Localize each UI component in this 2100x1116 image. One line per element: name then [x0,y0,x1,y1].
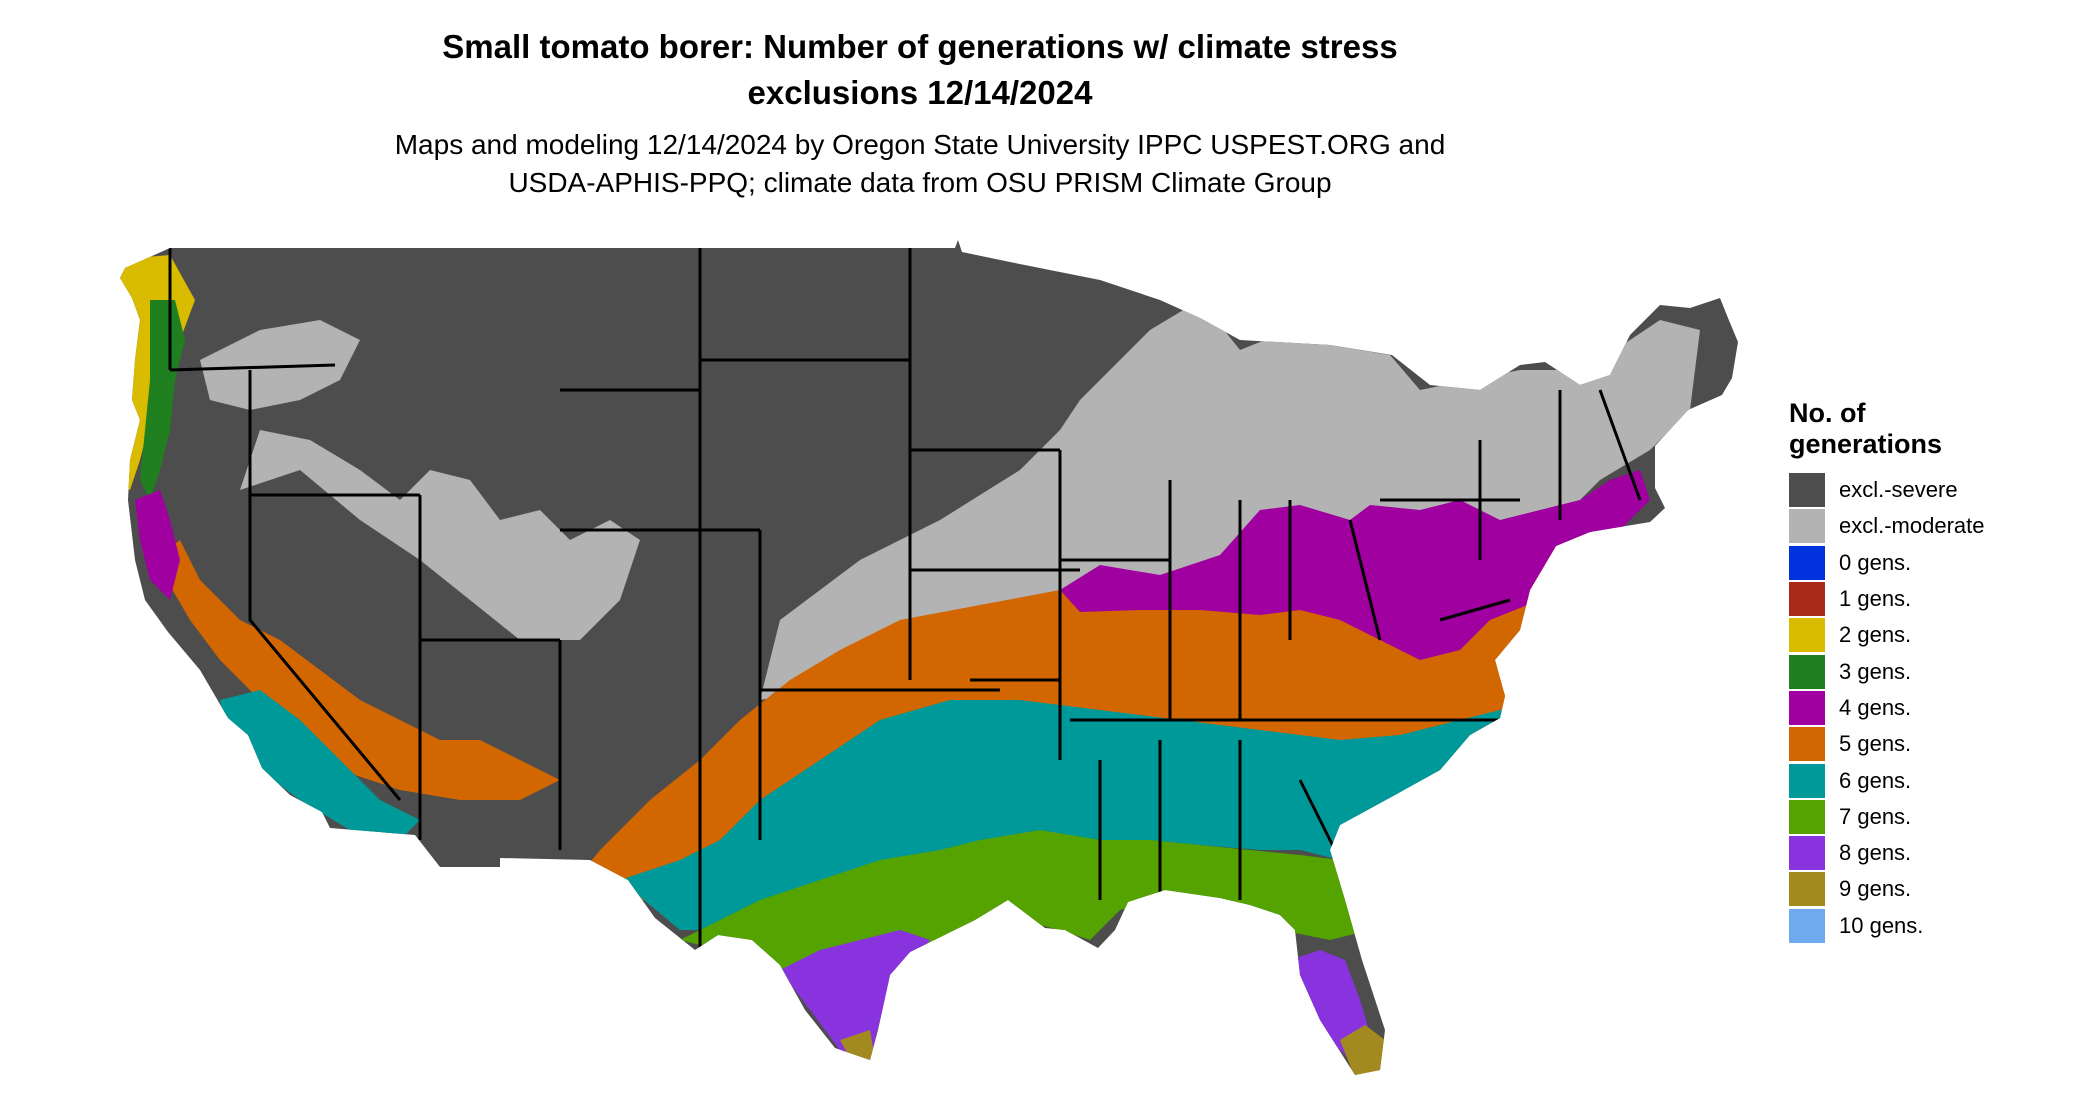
zone-9-gens-florida [1340,1025,1385,1075]
legend-swatch [1789,582,1825,617]
legend-items: excl.-severe excl.-moderate 0 gens. 1 gens.… [1789,472,1985,944]
state-boundaries [168,248,1642,1000]
legend-label: 1 gens. [1839,586,1912,612]
legend-item: 1 gens. [1789,581,1985,617]
legend-swatch [1789,654,1825,689]
legend-item: 2 gens. [1789,617,1985,653]
legend-swatch [1789,509,1825,544]
legend-label: 9 gens. [1839,876,1912,902]
zone-4-gens [1060,470,1650,660]
legend-item: excl.-severe [1789,472,1985,508]
zone-excl-moderate-west [240,430,640,640]
legend-swatch [1789,545,1825,580]
legend-item: 4 gens. [1789,690,1985,726]
legend-item: excl.-moderate [1789,508,1985,544]
legend-swatch [1789,473,1825,508]
legend-swatch [1789,690,1825,725]
legend-swatch [1789,799,1825,834]
legend-swatch [1789,872,1825,907]
zone-excl-moderate-midwest [760,300,1700,700]
legend-item: 9 gens. [1789,871,1985,907]
map-title-line-2: exclusions 12/14/2024 [747,74,1093,111]
legend-label: 6 gens. [1839,767,1912,793]
legend-swatch [1789,908,1825,943]
legend-label: 7 gens. [1839,803,1912,829]
legend-title: No. of generations [1789,398,1985,460]
legend-swatch [1789,763,1825,798]
legend-label: excl.-moderate [1839,513,1985,539]
legend-label: 2 gens. [1839,622,1912,648]
legend-label: 8 gens. [1839,840,1912,866]
legend-label: excl.-severe [1839,477,1958,503]
legend-swatch [1789,836,1825,871]
zone-8-gens-texas [780,930,930,1060]
legend-label: 3 gens. [1839,658,1912,684]
legend-item: 5 gens. [1789,726,1985,762]
zone-9-gens-texas [840,1030,875,1060]
legend-title-line-2: generations [1789,429,1943,459]
legend-label: 5 gens. [1839,731,1912,757]
map-subtitle: Maps and modeling 12/14/2024 by Oregon S… [300,126,1540,202]
legend-label: 10 gens. [1839,912,1924,938]
map-subtitle-line-2: USDA-APHIS-PPQ; climate data from OSU PR… [508,167,1332,198]
map-title-line-1: Small tomato borer: Number of generation… [442,28,1398,65]
legend-item: 3 gens. [1789,653,1985,689]
zone-3-gens [140,300,185,500]
zone-excl-moderate-nw [200,320,360,410]
legend-item: 6 gens. [1789,762,1985,798]
legend-swatch [1789,727,1825,762]
legend-item: 10 gens. [1789,908,1985,944]
legend-item: 8 gens. [1789,835,1985,871]
zone-8-gens-florida [1290,950,1372,1060]
legend-item: 0 gens. [1789,545,1985,581]
legend-label: 4 gens. [1839,694,1912,720]
legend-item: 7 gens. [1789,799,1985,835]
map-subtitle-line-1: Maps and modeling 12/14/2024 by Oregon S… [394,129,1446,160]
zone-6-gens-west [220,690,420,840]
legend: No. of generations excl.-severe excl.-mod… [1789,398,1985,944]
legend-swatch [1789,618,1825,653]
map-title: Small tomato borer: Number of generation… [300,24,1540,116]
legend-title-line-1: No. of [1789,398,1866,428]
legend-label: 0 gens. [1839,549,1912,575]
zone-4-gens-west [135,490,180,600]
generation-zones [120,240,1738,1075]
